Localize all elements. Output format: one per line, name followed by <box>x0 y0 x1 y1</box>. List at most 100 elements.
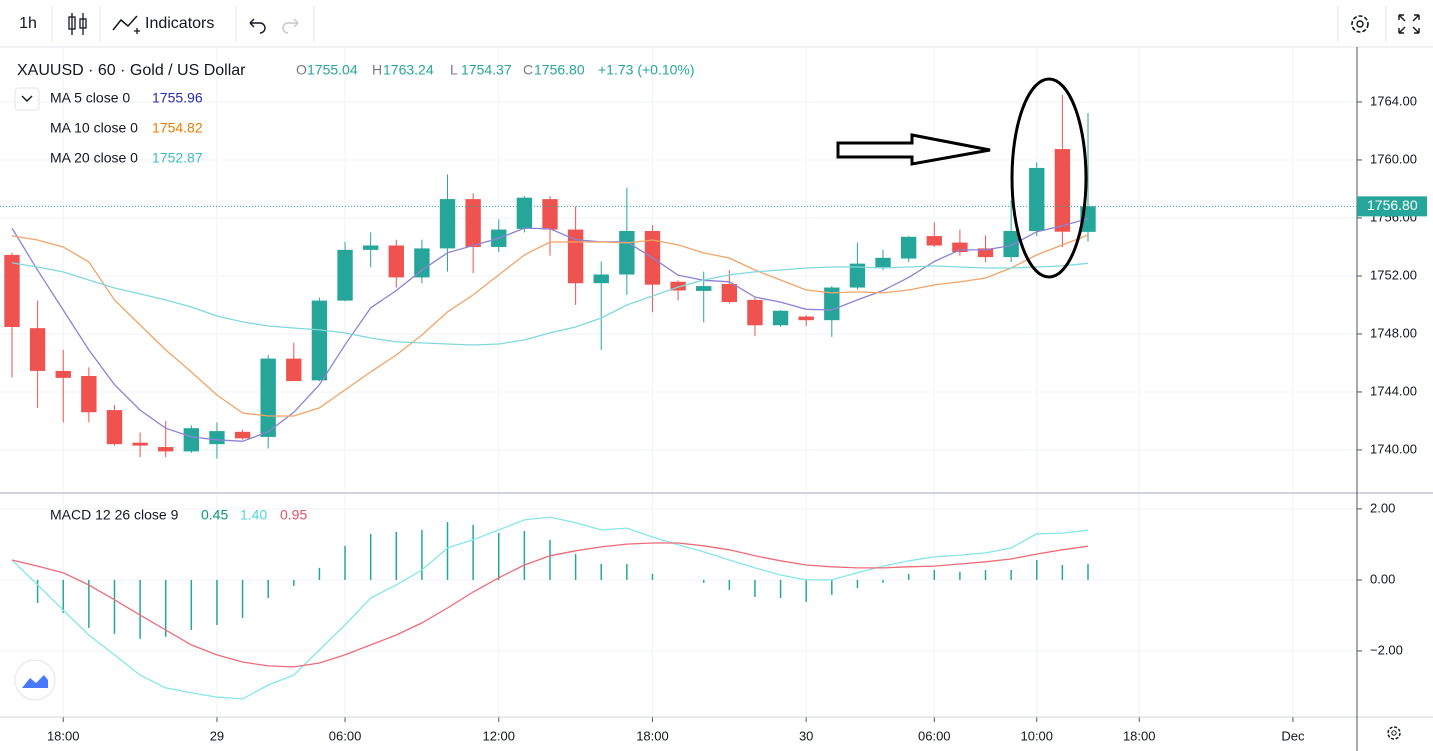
x-tick-label: 06:00 <box>918 728 951 743</box>
ohlc-label: H <box>372 62 382 78</box>
arrow <box>836 133 991 166</box>
interval-button[interactable]: 1h <box>19 15 37 32</box>
x-tick-label: 10:00 <box>1020 728 1053 743</box>
highlight-ellipse <box>1010 77 1088 279</box>
macd-line <box>11 516 1089 700</box>
chart-type-button[interactable] <box>68 13 87 35</box>
ma-legend-value: 1754.82 <box>152 120 203 136</box>
candle-body <box>619 231 635 275</box>
y-tick-label: 1764.00 <box>1370 93 1417 108</box>
undo-button[interactable] <box>249 18 266 34</box>
y-tick-label: 1752.00 <box>1370 267 1417 282</box>
candle-body <box>747 299 763 326</box>
candle-body <box>900 236 917 259</box>
logo[interactable] <box>14 659 56 701</box>
x-tick-label: 12:00 <box>482 728 515 743</box>
candle-body <box>1029 167 1045 232</box>
macd-legend-value: 0.45 <box>201 507 228 523</box>
candle-body <box>260 358 276 437</box>
candle-body <box>824 287 840 321</box>
candle-body <box>516 197 533 229</box>
settings-button[interactable] <box>1351 15 1369 33</box>
ohlc-value: 1755.04 <box>307 62 358 78</box>
macd-legend-name: MACD 12 26 close 9 <box>50 507 179 523</box>
x-tick-label: 18:00 <box>636 728 669 743</box>
collapse-legend-button[interactable] <box>14 87 40 111</box>
x-tick-label: 30 <box>799 728 813 743</box>
x-tick-label: 29 <box>210 728 224 743</box>
y-tick-label: 1760.00 <box>1370 151 1417 166</box>
candle-body <box>952 242 968 253</box>
last-price-box <box>1357 196 1427 217</box>
x-tick-label: 18:00 <box>1123 728 1156 743</box>
toolbar: 1h Indicators <box>0 6 1433 48</box>
macd-line <box>11 542 1089 668</box>
x-tick-label: Dec <box>1281 728 1305 743</box>
fullscreen-button[interactable] <box>1398 14 1420 34</box>
candle-body <box>567 229 584 284</box>
ohlc-label: C <box>523 62 533 78</box>
candle-body <box>798 316 814 321</box>
candle-body <box>81 376 97 413</box>
candle-body <box>183 428 200 452</box>
change: +1.73 (+0.10%) <box>598 62 695 78</box>
candle-body <box>234 431 251 439</box>
candle-body <box>721 283 738 303</box>
ma-legend-name: MA 10 close 0 <box>50 120 138 136</box>
y-tick-label: −2.00 <box>1370 642 1403 657</box>
candle-body <box>414 248 430 278</box>
ohlc: O 1755.04 H 1763.24 L 1754.37 C 1756.80 <box>296 62 585 78</box>
ohlc-value: 1763.24 <box>383 62 434 78</box>
ma-legend-value: 1755.96 <box>152 90 203 106</box>
plot <box>0 94 1357 700</box>
moving-average-line <box>11 262 1089 346</box>
candle-body <box>542 199 558 230</box>
candle-body <box>772 310 789 326</box>
x-tick-label: 18:00 <box>47 728 80 743</box>
macd-legend-value: 1.40 <box>240 507 267 523</box>
y-tick-label: 1748.00 <box>1370 325 1417 340</box>
time-axis-settings[interactable] <box>1387 726 1401 740</box>
candle-body <box>311 300 328 381</box>
candle-body <box>158 447 174 452</box>
candle-body <box>1054 149 1071 232</box>
ma-legend-name: MA 20 close 0 <box>50 150 138 166</box>
candle-body <box>132 442 148 446</box>
y-tick-label: 0.00 <box>1370 571 1395 586</box>
candle-body <box>29 328 46 371</box>
candle-body <box>209 431 225 445</box>
macd-legend-value: 0.95 <box>280 507 307 523</box>
candle-body <box>388 245 404 278</box>
x-tick-label: 06:00 <box>329 728 362 743</box>
candle-body <box>670 281 686 291</box>
candle-body <box>55 370 71 378</box>
annotations <box>836 77 1088 279</box>
last-price-label: 1756.80 <box>1367 197 1418 213</box>
ma-legend: MA 5 close 0 1755.96 MA 10 close 0 1754.82 M… <box>50 90 203 166</box>
ohlc-label: L <box>450 62 458 78</box>
redo-button[interactable] <box>282 18 299 34</box>
y-tick-label: 1744.00 <box>1370 383 1417 398</box>
candle-body <box>926 236 942 246</box>
symbol-title: XAUUSD · 60 · Gold / US Dollar <box>17 62 246 79</box>
candle-body <box>4 254 20 327</box>
candle-body <box>977 248 994 258</box>
ohlc-label: O <box>296 62 307 78</box>
candle-body <box>593 274 609 284</box>
indicators-icon <box>112 15 138 31</box>
candle-body <box>849 263 866 288</box>
candle-body <box>875 257 891 268</box>
moving-average-line <box>11 217 1089 442</box>
frame <box>0 47 1433 751</box>
indicators-button[interactable]: Indicators <box>145 15 214 32</box>
y-tick-label: 1740.00 <box>1370 441 1417 456</box>
y-tick-label: 2.00 <box>1370 500 1395 515</box>
candle-body <box>362 245 379 250</box>
candle-body <box>696 286 712 291</box>
macd-legend-values: 0.45 1.40 0.95 <box>201 507 307 523</box>
candle-body <box>106 410 123 445</box>
indicators-plus <box>134 28 140 34</box>
